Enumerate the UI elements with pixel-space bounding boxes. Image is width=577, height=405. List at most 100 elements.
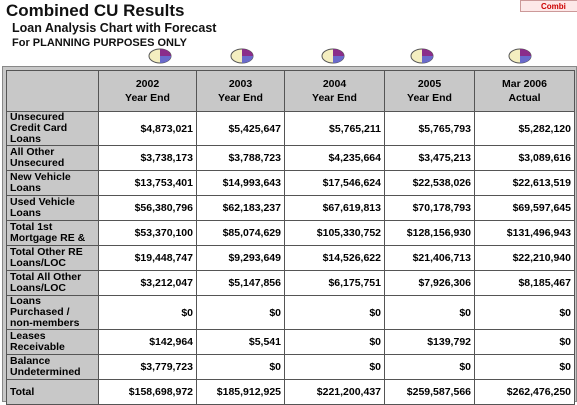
value-cell: $3,089,616 [474, 145, 575, 171]
value-cell: $4,235,664 [284, 145, 385, 171]
data-row: Loans Purchased / non-members $0 $0 $0 $0 $0 [6, 295, 575, 330]
note: For PLANNING PURPOSES ONLY [12, 37, 188, 49]
column-header-line: Year End [125, 92, 170, 104]
column-header: 2003 Year End [196, 70, 285, 112]
value-cell: $0 [474, 329, 575, 355]
value-cell: $69,597,645 [474, 195, 575, 221]
value-cell: $105,330,752 [284, 220, 385, 246]
value-cell: $259,587,566 [384, 379, 475, 405]
value-cell: $3,788,723 [196, 145, 285, 171]
value-cell: $5,425,647 [196, 111, 285, 146]
value-cell: $5,282,120 [474, 111, 575, 146]
value-cell: $13,753,401 [98, 170, 197, 196]
pie-icons [148, 48, 532, 64]
value-cell: $0 [384, 354, 475, 380]
value-cell: $3,779,723 [98, 354, 197, 380]
value-cell: $0 [196, 354, 285, 380]
row-label: Used Vehicle Loans [6, 195, 99, 221]
data-row: Total All Other Loans/LOC $3,212,047 $5,14… [6, 270, 575, 296]
data-row: Total Other RE Loans/LOC $19,448,747 $9,29… [6, 245, 575, 271]
pie-icon [410, 48, 434, 64]
column-header-line: Mar 2006 [502, 78, 547, 90]
value-cell: $128,156,930 [384, 220, 475, 246]
value-cell: $21,406,713 [384, 245, 475, 271]
value-cell: $158,698,972 [98, 379, 197, 405]
data-row: Total 1st Mortgage RE & $53,370,100 $85,07… [6, 220, 575, 246]
value-cell: $262,476,250 [474, 379, 575, 405]
column-header-line: 2002 [135, 78, 160, 90]
title: Combined CU Results [6, 1, 185, 20]
row-label: Balance Undetermined [6, 354, 99, 380]
value-cell: $131,496,943 [474, 220, 575, 246]
column-header: Mar 2006 Actual [474, 70, 575, 112]
value-cell: $3,475,213 [384, 145, 475, 171]
row-label: All Other Unsecured [6, 145, 99, 171]
data-row: New Vehicle Loans $13,753,401 $14,993,643 $… [6, 170, 575, 196]
row-label: Total 1st Mortgage RE & [6, 220, 99, 246]
value-cell: $22,210,940 [474, 245, 575, 271]
column-header-line: Actual [508, 92, 541, 104]
value-cell: $0 [384, 295, 475, 330]
value-cell: $22,613,519 [474, 170, 575, 196]
column-header-line: Year End [218, 92, 263, 104]
row-label: Total [6, 379, 99, 405]
column-header: 2004 Year End [284, 70, 385, 112]
value-cell: $4,873,021 [98, 111, 197, 146]
value-cell: $22,538,026 [384, 170, 475, 196]
row-label: New Vehicle Loans [6, 170, 99, 196]
value-cell: $221,200,437 [284, 379, 385, 405]
row-label: Leases Receivable [6, 329, 99, 355]
value-cell: $0 [284, 329, 385, 355]
combined-button[interactable]: Combi [520, 0, 577, 12]
row-label: Loans Purchased / non-members [6, 295, 99, 330]
value-cell: $185,912,925 [196, 379, 285, 405]
column-header: 2002 Year End [98, 70, 197, 112]
value-cell: $53,370,100 [98, 220, 197, 246]
data-row: Total $158,698,972 $185,912,925 $221,200,43… [6, 379, 575, 405]
column-header-line: Year End [407, 92, 452, 104]
value-cell: $0 [196, 295, 285, 330]
pie-icon [148, 48, 172, 64]
row-label: Total Other RE Loans/LOC [6, 245, 99, 271]
data-row: Balance Undetermined $3,779,723 $0 $0 $0 $0 [6, 354, 575, 380]
value-cell: $14,526,622 [284, 245, 385, 271]
value-cell: $0 [284, 354, 385, 380]
value-cell: $5,765,211 [284, 111, 385, 146]
column-header-line: 2005 [417, 78, 442, 90]
column-header-line: Year End [312, 92, 357, 104]
column-header: 2005 Year End [384, 70, 475, 112]
value-cell: $5,541 [196, 329, 285, 355]
value-cell: $14,993,643 [196, 170, 285, 196]
value-cell: $5,147,856 [196, 270, 285, 296]
row-label: Total All Other Loans/LOC [6, 270, 99, 296]
value-cell: $0 [284, 295, 385, 330]
data-row: Used Vehicle Loans $56,380,796 $62,183,237… [6, 195, 575, 221]
table-frame: 2002 Year End 2003 Year End 2004 Year End 2005… [2, 66, 577, 405]
column-header-line: 2003 [228, 78, 253, 90]
header-row: 2002 Year End 2003 Year End 2004 Year End 2005… [6, 70, 575, 112]
value-cell: $3,212,047 [98, 270, 197, 296]
value-cell: $3,738,173 [98, 145, 197, 171]
corner-cell [6, 70, 99, 112]
row-label: Unsecured Credit Card Loans [6, 111, 99, 146]
value-cell: $56,380,796 [98, 195, 197, 221]
value-cell: $8,185,467 [474, 270, 575, 296]
value-cell: $142,964 [98, 329, 197, 355]
value-cell: $19,448,747 [98, 245, 197, 271]
value-cell: $62,183,237 [196, 195, 285, 221]
data-row: All Other Unsecured $3,738,173 $3,788,723 $… [6, 145, 575, 171]
data-row: Leases Receivable $142,964 $5,541 $0 $139,79… [6, 329, 575, 355]
value-cell: $67,619,813 [284, 195, 385, 221]
value-cell: $0 [474, 354, 575, 380]
column-header-line: 2004 [322, 78, 347, 90]
value-cell: $5,765,793 [384, 111, 475, 146]
value-cell: $6,175,751 [284, 270, 385, 296]
loan-table: 2002 Year End 2003 Year End 2004 Year End 2005… [6, 70, 575, 405]
pie-icon [321, 48, 345, 64]
pie-icon [230, 48, 254, 64]
value-cell: $9,293,649 [196, 245, 285, 271]
value-cell: $0 [474, 295, 575, 330]
value-cell: $0 [98, 295, 197, 330]
value-cell: $17,546,624 [284, 170, 385, 196]
